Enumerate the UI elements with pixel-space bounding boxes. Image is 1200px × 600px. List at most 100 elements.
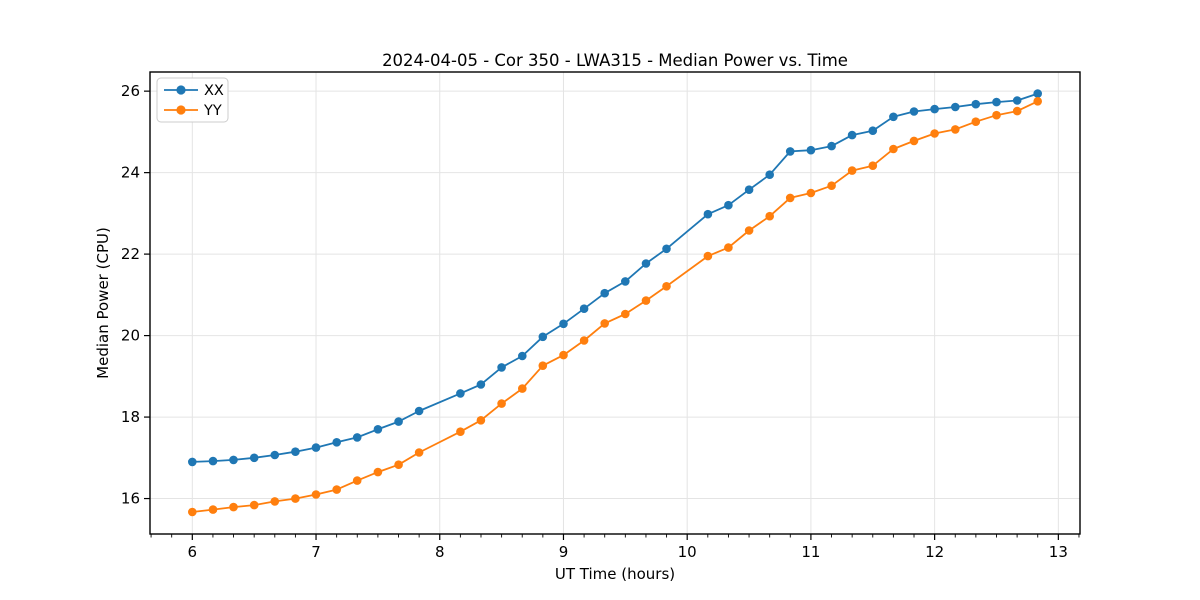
data-point-yy [724, 243, 733, 252]
data-point-yy [538, 361, 548, 371]
legend-label: YY [203, 103, 222, 119]
data-point-yy [827, 181, 836, 190]
data-point-xx [992, 97, 1001, 107]
data-point-yy [909, 136, 919, 146]
data-point-xx [311, 443, 321, 452]
data-point-xx [579, 304, 589, 314]
x-tick-label: 6 [188, 543, 198, 561]
data-point-xx [724, 200, 733, 210]
data-point-yy [641, 296, 651, 305]
data-point-yy [188, 507, 197, 517]
data-point-xx [188, 457, 197, 467]
grid-lines [150, 72, 1080, 534]
data-point-xx [229, 455, 238, 465]
data-point-yy [806, 188, 816, 198]
data-point-xx [951, 102, 960, 112]
data-point-yy [662, 282, 671, 291]
x-tick-label: 12 [925, 543, 944, 561]
data-point-xx [394, 417, 403, 426]
data-point-yy [518, 384, 527, 393]
data-point-yy [476, 416, 486, 425]
data-point-yy [744, 226, 754, 235]
data-point-xx [847, 130, 857, 140]
data-point-yy [249, 500, 259, 510]
data-point-xx [208, 456, 218, 466]
series-line-xx [191, 92, 1039, 463]
data-point-xx [621, 277, 630, 286]
y-tick-label: 20 [121, 327, 140, 345]
y-tick-label: 22 [121, 245, 140, 263]
data-point-xx [641, 259, 651, 268]
data-point-xx [352, 433, 362, 442]
data-point-xx [703, 209, 713, 219]
data-point-yy [847, 166, 857, 175]
data-point-xx [662, 244, 671, 254]
x-tick-label: 11 [801, 543, 820, 561]
data-point-xx [476, 380, 486, 389]
x-tick-label: 8 [435, 543, 445, 561]
plot-frame [149, 71, 1081, 535]
x-tick-label: 7 [311, 543, 321, 561]
x-axis-label: UT Time (hours) [555, 565, 675, 583]
data-point-yy [971, 117, 981, 126]
data-point-yy [703, 251, 713, 261]
data-point-xx [827, 141, 836, 151]
data-point-yy [229, 502, 238, 512]
data-point-yy [270, 497, 280, 506]
data-point-yy [600, 319, 609, 328]
y-tick-label: 24 [121, 164, 140, 182]
data-point-xx [889, 112, 898, 122]
data-point-xx [559, 319, 568, 329]
data-point-yy [291, 494, 300, 503]
data-point-xx [1033, 89, 1042, 98]
data-point-xx [249, 453, 259, 463]
data-point-xx [785, 147, 795, 156]
data-point-yy [497, 399, 506, 408]
data-point-xx [518, 351, 527, 361]
data-point-yy [1033, 97, 1042, 106]
data-point-yy [765, 211, 774, 221]
legend-box [156, 77, 229, 123]
data-series [188, 89, 1042, 517]
legend-item: YY [164, 103, 222, 119]
data-point-yy [311, 490, 321, 499]
x-tick-label: 10 [678, 543, 697, 561]
data-point-yy [621, 309, 630, 319]
data-point-xx [270, 450, 280, 460]
data-point-xx [868, 126, 878, 135]
data-point-yy [785, 193, 795, 203]
data-point-yy [332, 485, 342, 494]
data-point-xx [291, 447, 300, 457]
data-point-xx [600, 288, 609, 298]
data-point-xx [909, 107, 919, 116]
axis-tick-labels: 6 7 8 9 10 11 12 13 16 18 20 22 24 26 [121, 82, 1068, 561]
series-line-yy [191, 100, 1039, 513]
data-point-xx [373, 425, 383, 434]
data-point-xx [744, 185, 754, 194]
data-point-xx [765, 170, 774, 179]
data-point-yy [889, 144, 898, 154]
data-point-xx [332, 438, 342, 447]
data-point-xx [538, 332, 548, 342]
data-point-yy [992, 110, 1001, 120]
legend: XX YY [156, 77, 229, 123]
data-point-xx [497, 363, 506, 372]
data-point-xx [456, 389, 465, 398]
data-point-yy [414, 448, 424, 457]
data-point-xx [1012, 96, 1022, 105]
data-point-xx [930, 104, 939, 114]
x-tick-label: 13 [1049, 543, 1068, 561]
data-point-yy [1012, 106, 1022, 116]
y-tick-label: 26 [121, 82, 140, 100]
axis-ticks [144, 90, 1080, 540]
data-point-xx [806, 145, 816, 155]
data-point-yy [868, 161, 878, 170]
data-point-yy [373, 467, 383, 477]
x-tick-label: 9 [559, 543, 569, 561]
data-point-yy [456, 427, 465, 437]
data-point-yy [208, 505, 218, 514]
legend-marker-icon [176, 85, 186, 95]
y-tick-label: 18 [121, 408, 140, 426]
